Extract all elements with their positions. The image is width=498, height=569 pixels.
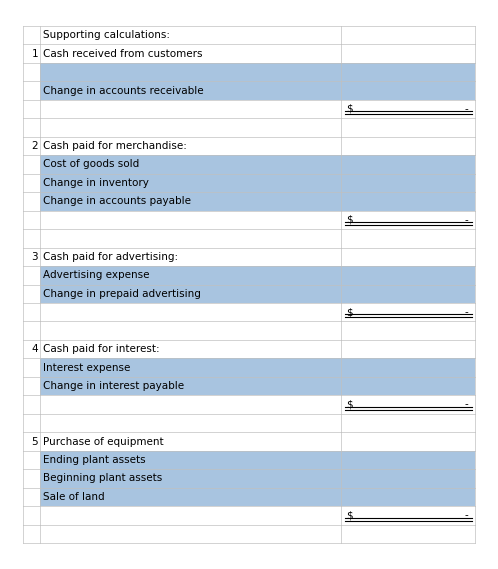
Text: -: - — [465, 510, 468, 521]
Bar — [341, 358, 476, 377]
Text: 5: 5 — [32, 436, 38, 447]
Bar — [341, 451, 476, 469]
Text: Sale of land: Sale of land — [43, 492, 105, 502]
Text: 1: 1 — [32, 48, 38, 59]
Text: Change in accounts payable: Change in accounts payable — [43, 196, 191, 207]
Bar — [341, 284, 476, 303]
Bar — [341, 174, 476, 192]
Text: Cash paid for interest:: Cash paid for interest: — [43, 344, 160, 354]
Bar — [40, 377, 341, 395]
Text: $: $ — [347, 399, 353, 410]
Text: -: - — [465, 307, 468, 317]
Bar — [40, 284, 341, 303]
Bar — [341, 488, 476, 506]
Text: Change in accounts receivable: Change in accounts receivable — [43, 85, 204, 96]
Text: -: - — [465, 215, 468, 225]
Text: Cost of goods sold: Cost of goods sold — [43, 159, 140, 170]
Text: 2: 2 — [32, 141, 38, 151]
Bar — [341, 377, 476, 395]
Text: Cash paid for advertising:: Cash paid for advertising: — [43, 252, 179, 262]
Bar — [40, 81, 341, 100]
Text: -: - — [465, 104, 468, 114]
Bar — [341, 81, 476, 100]
Text: Beginning plant assets: Beginning plant assets — [43, 473, 163, 484]
Text: 4: 4 — [32, 344, 38, 354]
Bar — [40, 174, 341, 192]
Text: Change in inventory: Change in inventory — [43, 178, 149, 188]
Bar — [40, 192, 341, 211]
Text: 3: 3 — [32, 252, 38, 262]
Bar — [40, 488, 341, 506]
Text: Advertising expense: Advertising expense — [43, 270, 150, 281]
Text: $: $ — [347, 104, 353, 114]
Text: Cash paid for merchandise:: Cash paid for merchandise: — [43, 141, 187, 151]
Bar — [341, 192, 476, 211]
Text: -: - — [465, 399, 468, 410]
Bar — [341, 155, 476, 174]
Text: Change in prepaid advertising: Change in prepaid advertising — [43, 288, 201, 299]
Bar — [40, 451, 341, 469]
Text: Ending plant assets: Ending plant assets — [43, 455, 146, 465]
Text: $: $ — [347, 510, 353, 521]
Text: Purchase of equipment: Purchase of equipment — [43, 436, 164, 447]
Text: $: $ — [347, 307, 353, 317]
Text: Supporting calculations:: Supporting calculations: — [43, 30, 170, 40]
Bar — [40, 469, 341, 488]
Text: Change in interest payable: Change in interest payable — [43, 381, 185, 391]
Bar — [40, 266, 341, 284]
Bar — [40, 155, 341, 174]
Bar — [341, 63, 476, 81]
Bar — [40, 63, 341, 81]
Text: $: $ — [347, 215, 353, 225]
Bar — [341, 469, 476, 488]
Text: Cash received from customers: Cash received from customers — [43, 48, 203, 59]
Text: Interest expense: Interest expense — [43, 362, 131, 373]
Bar — [40, 358, 341, 377]
Bar — [341, 266, 476, 284]
